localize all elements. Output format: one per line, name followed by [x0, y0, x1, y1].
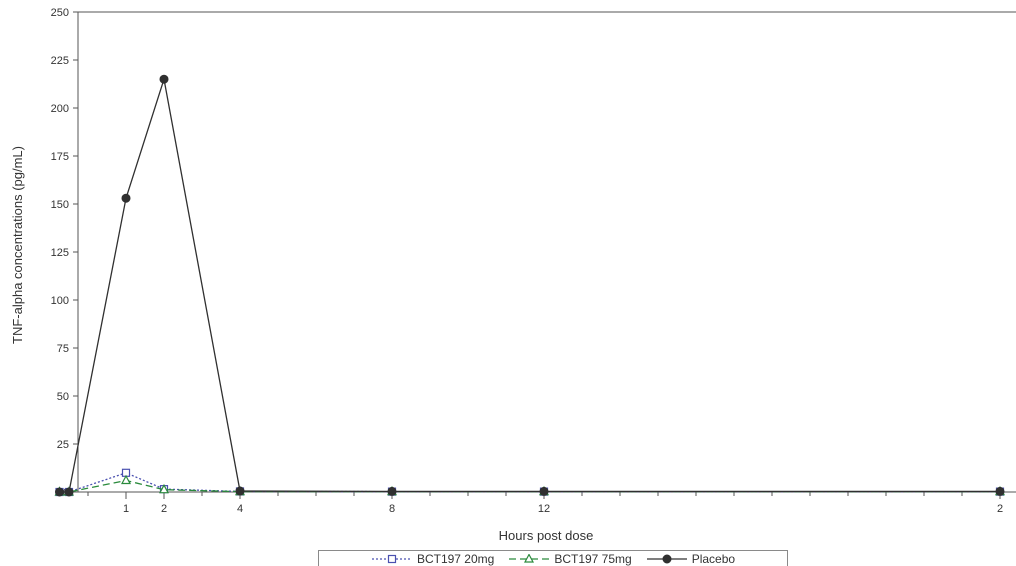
- point-marker: [159, 74, 169, 84]
- legend: BCT197 20mg BCT197 75mg Placebo: [318, 550, 788, 566]
- x-tick-label: 1: [123, 503, 129, 515]
- y-tick-label: 125: [51, 247, 69, 259]
- series-line: [59, 79, 1000, 493]
- point-marker: [662, 554, 672, 563]
- legend-label: BCT197 75mg: [554, 551, 632, 566]
- legend-item: BCT197 20mg: [371, 552, 494, 566]
- point-marker: [387, 486, 397, 496]
- legend-swatch: [509, 553, 550, 563]
- legend-label: BCT197 20mg: [416, 551, 495, 566]
- y-tick-label: 50: [57, 391, 69, 403]
- y-tick-label: 75: [57, 343, 69, 355]
- legend-swatch: [371, 554, 412, 563]
- y-axis-label: TNF-alpha concentrations (pg/mL): [10, 146, 25, 344]
- x-tick-label: 4: [237, 503, 243, 515]
- x-tick-label: 8: [389, 503, 395, 515]
- point-marker: [387, 554, 397, 563]
- y-tick-label: 25: [57, 439, 69, 451]
- legend-swatch: [646, 554, 687, 563]
- y-tick-label: 150: [51, 199, 69, 211]
- x-axis-label: Hours post dose: [499, 528, 594, 543]
- point-marker: [159, 483, 169, 494]
- point-marker: [524, 553, 535, 563]
- axes: 02550751001251501752002252501248122: [51, 7, 1016, 515]
- point-marker: [121, 193, 131, 203]
- legend-label: Placebo: [691, 551, 736, 566]
- x-tick-label: 12: [538, 503, 550, 515]
- series-line: [59, 479, 1000, 493]
- series-line: [59, 472, 1000, 493]
- point-marker: [539, 486, 549, 496]
- series-placebo: [55, 74, 1005, 497]
- point-marker: [995, 486, 1005, 496]
- series-layer: [54, 74, 1005, 497]
- point-marker: [55, 487, 64, 497]
- y-tick-label: 250: [51, 7, 69, 19]
- x-tick-label: 2: [997, 503, 1003, 515]
- y-tick-label: 100: [51, 295, 69, 307]
- y-tick-label: 175: [51, 151, 69, 163]
- x-tick-label: 2: [161, 503, 167, 515]
- y-tick-label: 200: [51, 103, 69, 115]
- legend-item: Placebo: [646, 552, 735, 566]
- point-marker: [121, 474, 131, 485]
- legend-item: BCT197 75mg: [508, 551, 632, 566]
- point-marker: [235, 486, 245, 496]
- y-tick-label: 225: [51, 55, 69, 67]
- point-marker: [64, 487, 74, 497]
